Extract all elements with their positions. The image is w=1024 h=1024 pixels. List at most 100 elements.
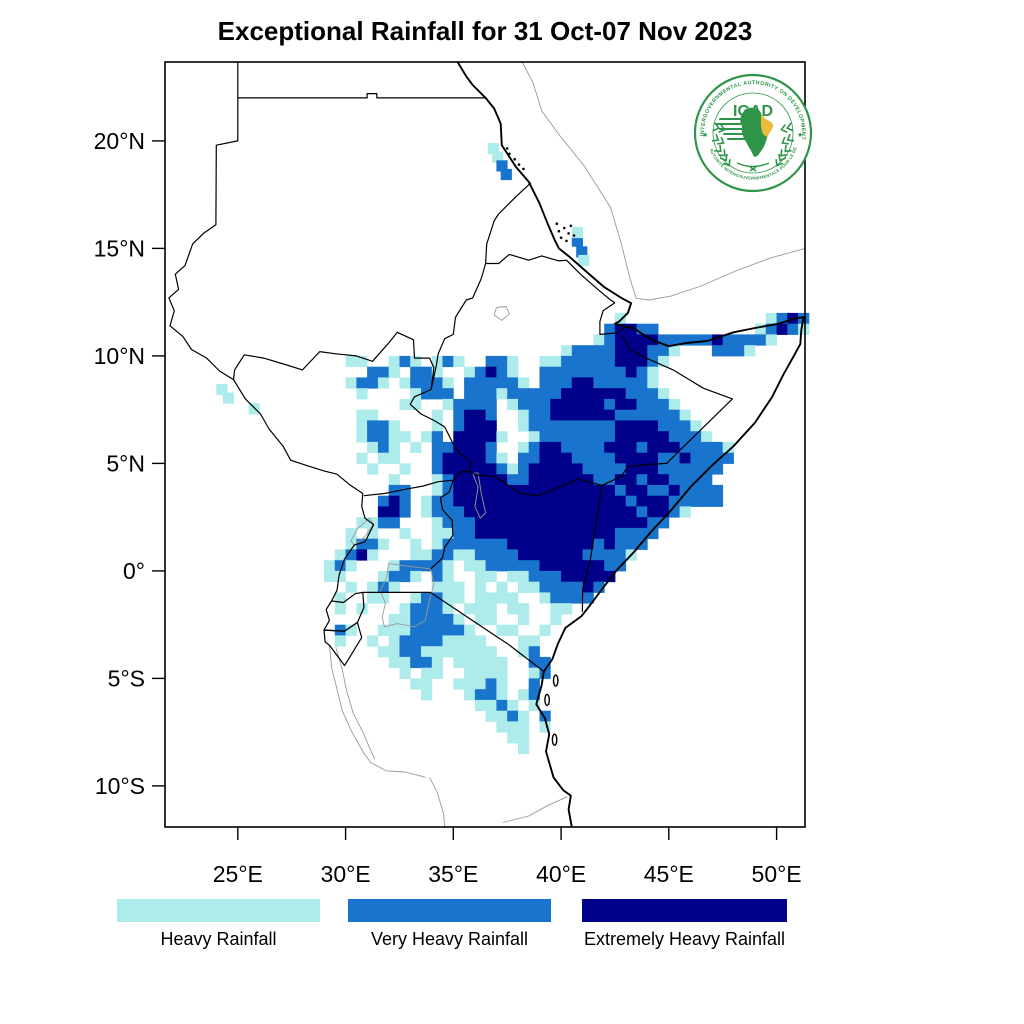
rain-cell	[464, 646, 476, 658]
rain-cell	[571, 570, 583, 583]
rain-cell	[593, 538, 605, 550]
rain-cell	[571, 538, 583, 550]
island-dot	[567, 232, 570, 235]
rain-cell	[539, 484, 551, 497]
rain-cell	[222, 392, 234, 404]
rain-cell	[528, 656, 540, 669]
rain-cell	[636, 388, 648, 400]
rain-cell	[324, 560, 336, 572]
rain-cell	[507, 592, 519, 604]
rain-cell	[561, 581, 573, 593]
rain-cell	[377, 624, 390, 636]
rain-cell	[571, 431, 583, 443]
lon-tick-label: 30°E	[321, 861, 371, 887]
rain-cell	[431, 506, 443, 518]
rain-cell	[518, 441, 530, 454]
rain-cell	[474, 366, 487, 378]
rain-cell	[561, 441, 573, 454]
island-dot	[555, 222, 559, 225]
rain-cell	[518, 603, 530, 615]
rain-cell	[492, 151, 504, 163]
rain-cell	[561, 345, 573, 357]
rain-cell	[658, 441, 670, 454]
rain-cell	[464, 656, 476, 669]
rain-cell	[518, 474, 530, 486]
rain-cell	[334, 635, 346, 647]
rain-cell	[431, 441, 443, 454]
rain-cell	[528, 474, 540, 486]
rain-cell	[668, 409, 680, 421]
rain-cell	[410, 377, 422, 389]
rain-cell	[431, 377, 443, 389]
rain-cell	[485, 613, 497, 626]
rain-cell	[485, 570, 497, 583]
rain-cell	[614, 538, 627, 550]
rain-cell	[485, 603, 497, 615]
rain-cell	[431, 474, 443, 486]
rain-cell	[539, 527, 551, 540]
rain-cell	[442, 463, 454, 475]
rain-cell	[464, 560, 476, 572]
rain-cell	[614, 409, 627, 421]
rain-cell	[765, 312, 777, 325]
rain-cell	[474, 689, 487, 701]
rain-cell	[528, 431, 540, 443]
rain-cell	[464, 474, 476, 486]
rain-cell	[399, 431, 411, 443]
rain-cell	[421, 495, 433, 507]
rain-cell	[410, 635, 422, 647]
rain-cell	[453, 431, 465, 443]
rain-cell	[518, 517, 530, 529]
rain-cell	[593, 345, 605, 357]
rain-cell	[539, 463, 551, 475]
rain-cell	[593, 420, 605, 432]
rain-cell	[442, 452, 454, 464]
rain-cell	[658, 409, 670, 421]
rain-cell	[453, 452, 465, 464]
rain-cell	[647, 463, 659, 475]
rain-cell	[474, 506, 487, 518]
rain-cell	[647, 409, 659, 421]
rain-cell	[571, 345, 583, 357]
rain-cell	[496, 517, 508, 529]
rain-cell	[690, 452, 702, 464]
rain-cell	[636, 441, 648, 454]
rain-cell	[582, 345, 594, 357]
rain-cell	[442, 613, 454, 626]
rain-cell	[518, 646, 530, 658]
island-outline	[551, 733, 558, 746]
rain-cell	[593, 527, 605, 540]
rain-cell	[539, 560, 551, 572]
rain-cell	[399, 484, 411, 497]
rain-cell	[550, 517, 562, 529]
rain-cell	[604, 474, 616, 486]
island-dot	[569, 224, 573, 228]
rain-cell	[334, 592, 346, 604]
country-border	[485, 253, 616, 304]
rain-cell	[410, 538, 422, 550]
rain-cell	[464, 431, 476, 443]
rain-cell	[377, 366, 390, 378]
rain-cell	[593, 334, 605, 346]
rain-cell	[474, 377, 487, 389]
rain-cell	[539, 721, 551, 733]
rain-cell	[528, 538, 540, 550]
island-dot	[508, 152, 511, 156]
rain-cell	[625, 474, 637, 486]
rain-cell	[399, 527, 411, 540]
island-outline	[552, 674, 559, 687]
rain-cell	[647, 398, 659, 411]
rain-cell	[356, 452, 368, 464]
rain-cell	[399, 656, 411, 669]
rain-cell	[367, 420, 379, 432]
rain-cell	[410, 613, 422, 626]
rain-cell	[528, 398, 540, 411]
rain-cell	[701, 334, 713, 346]
rain-cell	[636, 538, 648, 550]
rain-cell	[528, 495, 540, 507]
rain-cell	[453, 474, 465, 486]
rain-cell	[711, 441, 724, 454]
rain-cell	[474, 441, 487, 454]
rain-cell	[550, 538, 562, 550]
